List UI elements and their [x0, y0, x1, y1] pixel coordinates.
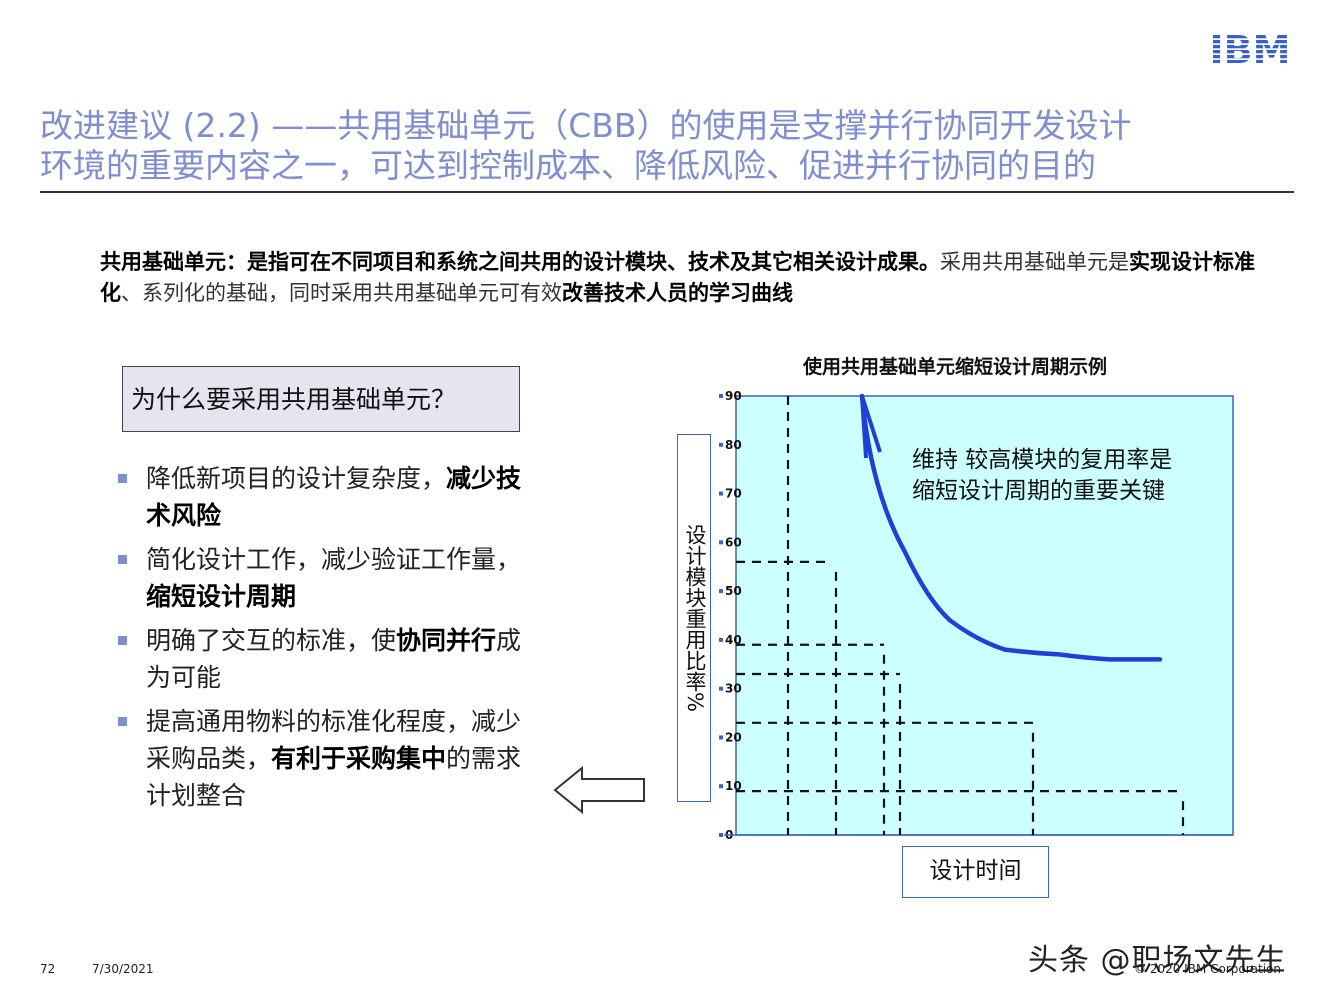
- title-divider: [40, 191, 1294, 193]
- y-tick-label: 30: [725, 682, 742, 696]
- bullet-square-icon: [118, 636, 127, 645]
- intro-paragraph: 共用基础单元：是指可在不同项目和系统之间共用的设计模块、技术及其它相关设计成果。…: [100, 247, 1280, 309]
- y-axis-label-box: 设计模块重用比率%: [677, 434, 711, 802]
- x-axis-label: 设计时间: [902, 846, 1049, 898]
- y-tick-label: 80: [725, 438, 742, 452]
- left-arrow-icon: [553, 765, 645, 815]
- watermark: 头条 @职场文先生: [1028, 943, 1287, 978]
- bullet-square-icon: [118, 474, 127, 483]
- y-tick-label: 50: [725, 584, 742, 598]
- bullet-square-icon: [118, 555, 127, 564]
- ibm-logo-text: IBM: [1210, 30, 1291, 68]
- list-item: 明确了交互的标准，使协同并行成为可能: [118, 622, 543, 696]
- intro-emphasis-2: 改善技术人员的学习曲线: [562, 281, 793, 305]
- page-title: 改进建议 (2.2) ——共用基础单元（CBB）的使用是支撑并行协同开发设计 环…: [40, 106, 1290, 186]
- chart-title: 使用共用基础单元缩短设计周期示例: [803, 356, 1108, 378]
- y-tick-label: 0: [725, 828, 733, 842]
- intro-definition: 共用基础单元：是指可在不同项目和系统之间共用的设计模块、技术及其它相关设计成果。: [100, 250, 940, 274]
- chart-annotation: 维持 较高模块的复用率是 缩短设计周期的重要关键: [912, 445, 1172, 507]
- list-item: 提高通用物料的标准化程度，减少采购品类，有利于采购集中的需求计划整合: [118, 703, 543, 814]
- y-tick-mark: [719, 491, 723, 496]
- y-tick-mark: [719, 637, 723, 642]
- y-tick-mark: [719, 784, 723, 789]
- y-axis-label: 设计模块重用比率%: [683, 524, 707, 712]
- why-question-box: 为什么要采用共用基础单元？: [122, 366, 520, 432]
- y-tick-label: 10: [725, 779, 742, 793]
- benefit-list: 降低新项目的设计复杂度，减少技术风险 简化设计工作，减少验证工作量，缩短设计周期…: [118, 460, 543, 821]
- reuse-curve: [859, 393, 1163, 662]
- y-tick-label: 60: [725, 535, 742, 549]
- y-tick-label: 70: [725, 487, 742, 501]
- y-tick-mark: [719, 686, 723, 691]
- y-tick-mark: [719, 735, 723, 740]
- y-tick-mark: [719, 442, 723, 447]
- footer-date: 7/30/2021: [92, 962, 154, 976]
- bullet-square-icon: [118, 717, 127, 726]
- annotation-line-2: 缩短设计周期的重要关键: [912, 478, 1165, 504]
- intro-emphasis-1: 实现设计标准化: [100, 250, 1255, 305]
- title-line-1: 改进建议 (2.2) ——共用基础单元（CBB）的使用是支撑并行协同开发设计: [40, 106, 1132, 145]
- intro-text-2: 、系列化的基础，同时采用共用基础单元可有效: [121, 281, 562, 305]
- y-tick-mark: [719, 589, 723, 594]
- ibm-logo: IBM: [1210, 30, 1291, 68]
- list-item: 简化设计工作，减少验证工作量，缩短设计周期: [118, 541, 543, 615]
- title-line-2: 环境的重要内容之一，可达到控制成本、降低风险、促进并行协同的目的: [40, 146, 1096, 185]
- y-tick-mark: [719, 394, 723, 398]
- annotation-line-1: 维持 较高模块的复用率是: [912, 447, 1173, 473]
- y-tick-label: 90: [725, 389, 742, 403]
- y-tick-label: 20: [725, 730, 742, 744]
- y-tick-label: 40: [725, 633, 742, 647]
- intro-text-1: 采用共用基础单元是: [940, 250, 1129, 274]
- curve-arrowhead: [860, 394, 882, 459]
- page-number: 72: [40, 962, 56, 976]
- y-tick-mark: [719, 540, 723, 545]
- copyright: © 2020 IBM Corporation: [1134, 962, 1281, 976]
- list-item: 降低新项目的设计复杂度，减少技术风险: [118, 460, 543, 534]
- y-tick-mark: [719, 833, 723, 837]
